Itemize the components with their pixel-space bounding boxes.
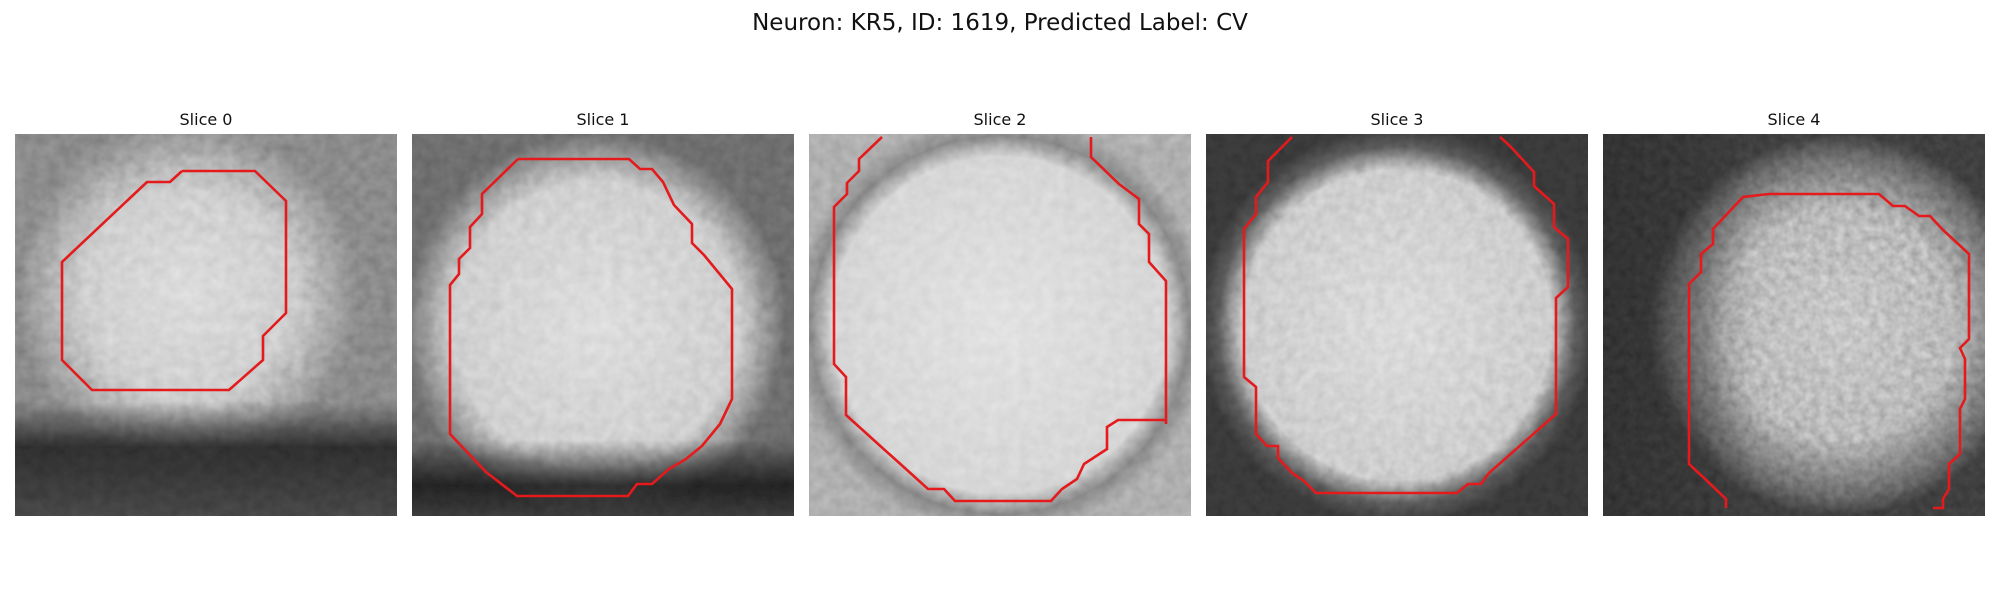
slice-2-image (809, 134, 1191, 516)
slice-1-image (412, 134, 794, 516)
panel-title-slice-4: Slice 4 (1767, 110, 1821, 129)
contour-slice-1 (448, 157, 734, 498)
figure-title: Neuron: KR5, ID: 1619, Predicted Label: … (752, 10, 1248, 36)
panel-title-slice-1: Slice 1 (576, 110, 630, 129)
contour-slice-0 (60, 169, 288, 392)
slice-4-image (1603, 134, 1985, 516)
slice-0-image (15, 134, 397, 516)
contour-slice-4 (1687, 192, 1971, 510)
panel-title-slice-2: Slice 2 (973, 110, 1027, 129)
panel-title-slice-3: Slice 3 (1370, 110, 1424, 129)
contour-slice-3 (1242, 136, 1570, 495)
slice-3-image (1206, 134, 1588, 516)
panel-title-slice-0: Slice 0 (179, 110, 233, 129)
contour-slice-2-main (832, 136, 1168, 503)
